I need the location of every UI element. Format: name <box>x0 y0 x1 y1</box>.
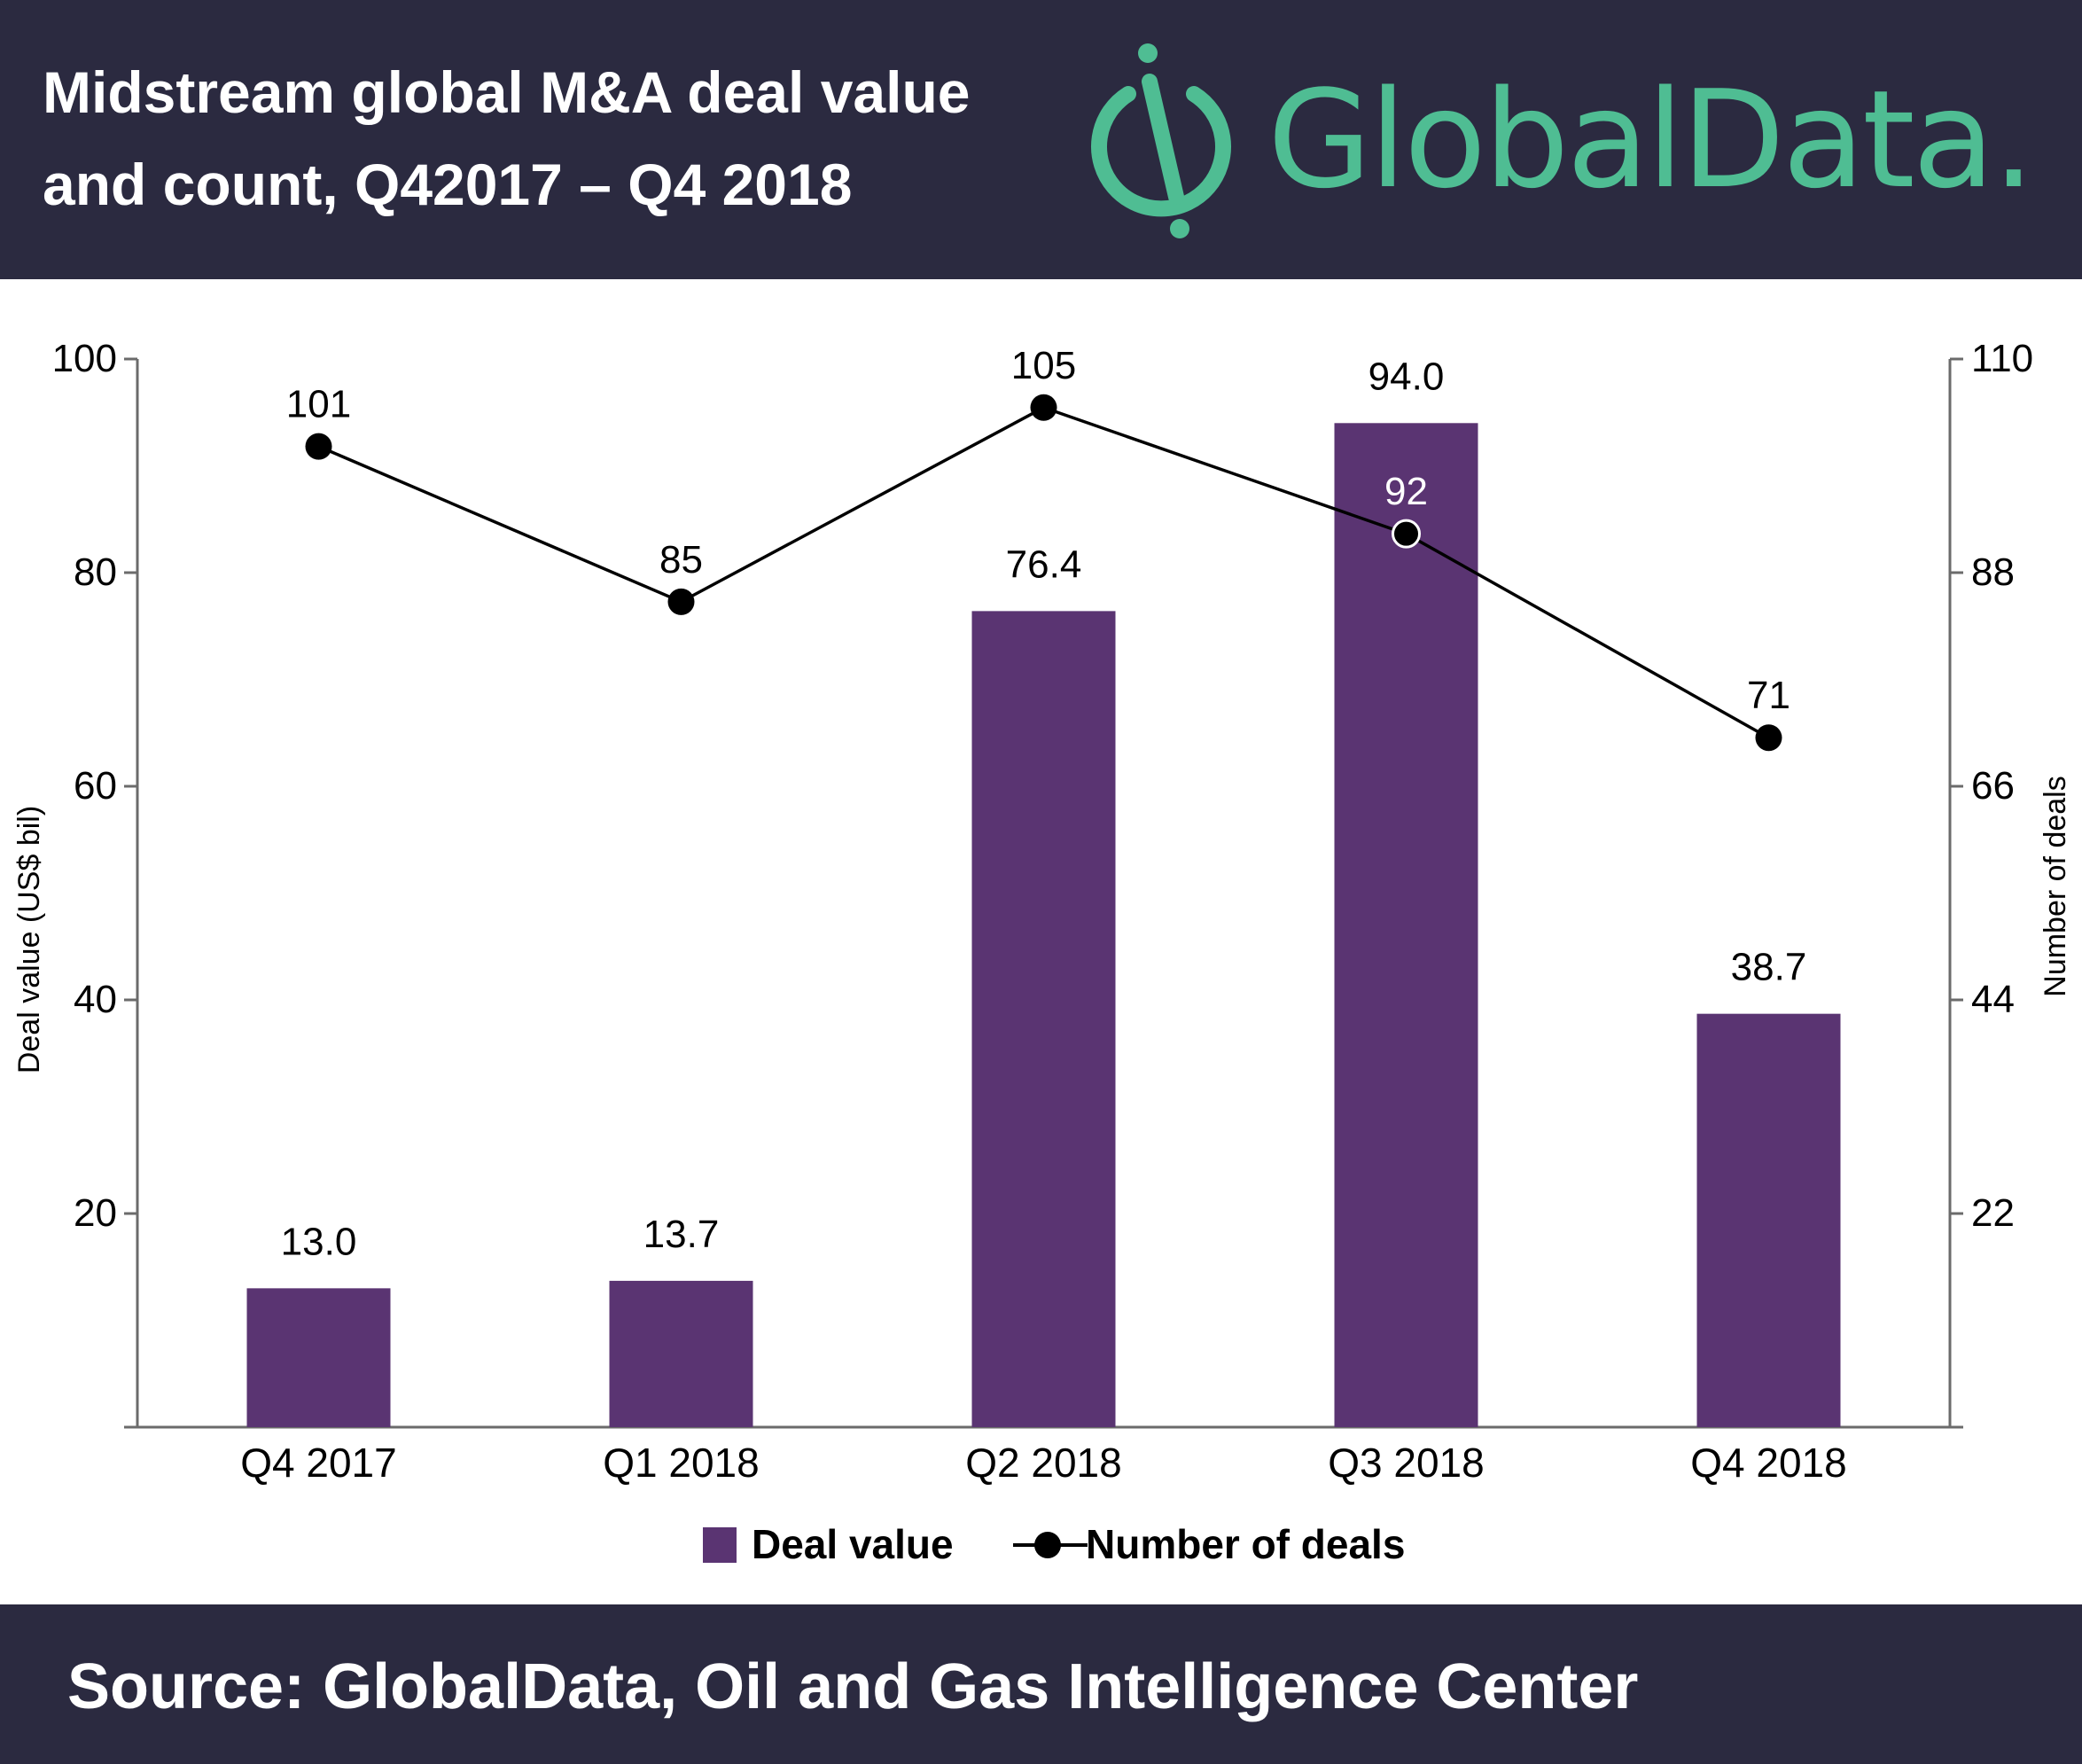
left-tick-group: 20 40 60 80 100 <box>52 337 137 1235</box>
x-tick-label: Q1 2018 <box>603 1440 759 1486</box>
left-tick-label: 80 <box>74 550 117 594</box>
header-band: Midstream global M&A deal value and coun… <box>0 0 2082 279</box>
chart-area: 20 40 60 80 100 22 44 66 88 110 13.0 13.7 76.4 94.0… <box>0 279 2082 1604</box>
x-tick-label: Q2 2018 <box>965 1440 1121 1486</box>
bar-value-label: 94.0 <box>1369 355 1445 398</box>
bar <box>609 1280 753 1427</box>
chart-title: Midstream global M&A deal value and coun… <box>43 46 1062 230</box>
bar-series: 13.0 13.7 76.4 94.0 38.7 <box>246 355 1841 1427</box>
right-tick-label: 88 <box>1971 550 2015 594</box>
bar-value-label: 38.7 <box>1731 946 1807 989</box>
x-tick-label: Q4 2017 <box>240 1440 396 1486</box>
right-tick-group: 22 44 66 88 110 <box>1950 337 2033 1235</box>
y-axis-left-label: Deal value (US$ bil) <box>12 806 46 1073</box>
right-tick-label: 22 <box>1971 1191 2015 1235</box>
x-tick-label: Q3 2018 <box>1328 1440 1484 1486</box>
bar-value-label: 76.4 <box>1006 542 1082 586</box>
line-value-label: 105 <box>1011 344 1076 387</box>
footer-band: Source: GlobalData, Oil and Gas Intellig… <box>0 1604 2082 1764</box>
bar <box>1696 1013 1841 1427</box>
line-value-label: 85 <box>659 538 703 581</box>
bar <box>971 611 1116 1427</box>
legend-deal-value-label: Deal value <box>752 1521 954 1567</box>
bar <box>246 1288 391 1427</box>
left-tick-label: 40 <box>74 978 117 1021</box>
line-point <box>1755 724 1782 752</box>
title-line-2: and count, Q42017 – Q4 2018 <box>43 152 853 217</box>
title-line-1: Midstream global M&A deal value <box>43 59 971 125</box>
bar-value-label: 13.7 <box>643 1213 720 1256</box>
legend-bar-swatch <box>703 1527 737 1563</box>
legend-number-of-deals-label: Number of deals <box>1086 1521 1405 1567</box>
logo-wordmark: GlobalData. <box>1267 61 2035 218</box>
x-tick-labels: Q4 2017 Q1 2018 Q2 2018 Q3 2018 Q4 2018 <box>240 1440 1846 1486</box>
line-value-label: 71 <box>1747 674 1790 717</box>
globaldata-logo-icon <box>1091 43 1231 238</box>
left-tick-label: 20 <box>74 1191 117 1235</box>
line-point <box>1392 519 1421 549</box>
line-point <box>667 588 695 615</box>
chart-svg: 20 40 60 80 100 22 44 66 88 110 13.0 13.7 76.4 94.0… <box>12 337 2072 1567</box>
x-tick-label: Q4 2018 <box>1690 1440 1846 1486</box>
left-tick-label: 60 <box>74 764 117 808</box>
bar <box>1334 423 1478 1427</box>
bar-value-label: 13.0 <box>281 1220 357 1263</box>
right-tick-label: 66 <box>1971 764 2015 808</box>
globaldata-logo: GlobalData. <box>1077 35 2061 248</box>
source-note: Source: GlobalData, Oil and Gas Intellig… <box>67 1651 1639 1722</box>
legend-marker-swatch <box>1034 1532 1061 1558</box>
left-tick-label: 100 <box>52 337 117 380</box>
right-tick-label: 44 <box>1971 978 2015 1021</box>
legend: Deal value Number of deals <box>703 1521 1405 1567</box>
right-tick-label: 110 <box>1971 337 2033 380</box>
line-value-label: 92 <box>1384 470 1428 513</box>
line-series: 101 85 105 92 71 <box>286 344 1790 752</box>
line-point <box>305 433 332 460</box>
line-point <box>1030 394 1057 421</box>
y-axis-right-label: Number of deals <box>2039 776 2072 996</box>
line-value-label: 101 <box>286 383 351 426</box>
